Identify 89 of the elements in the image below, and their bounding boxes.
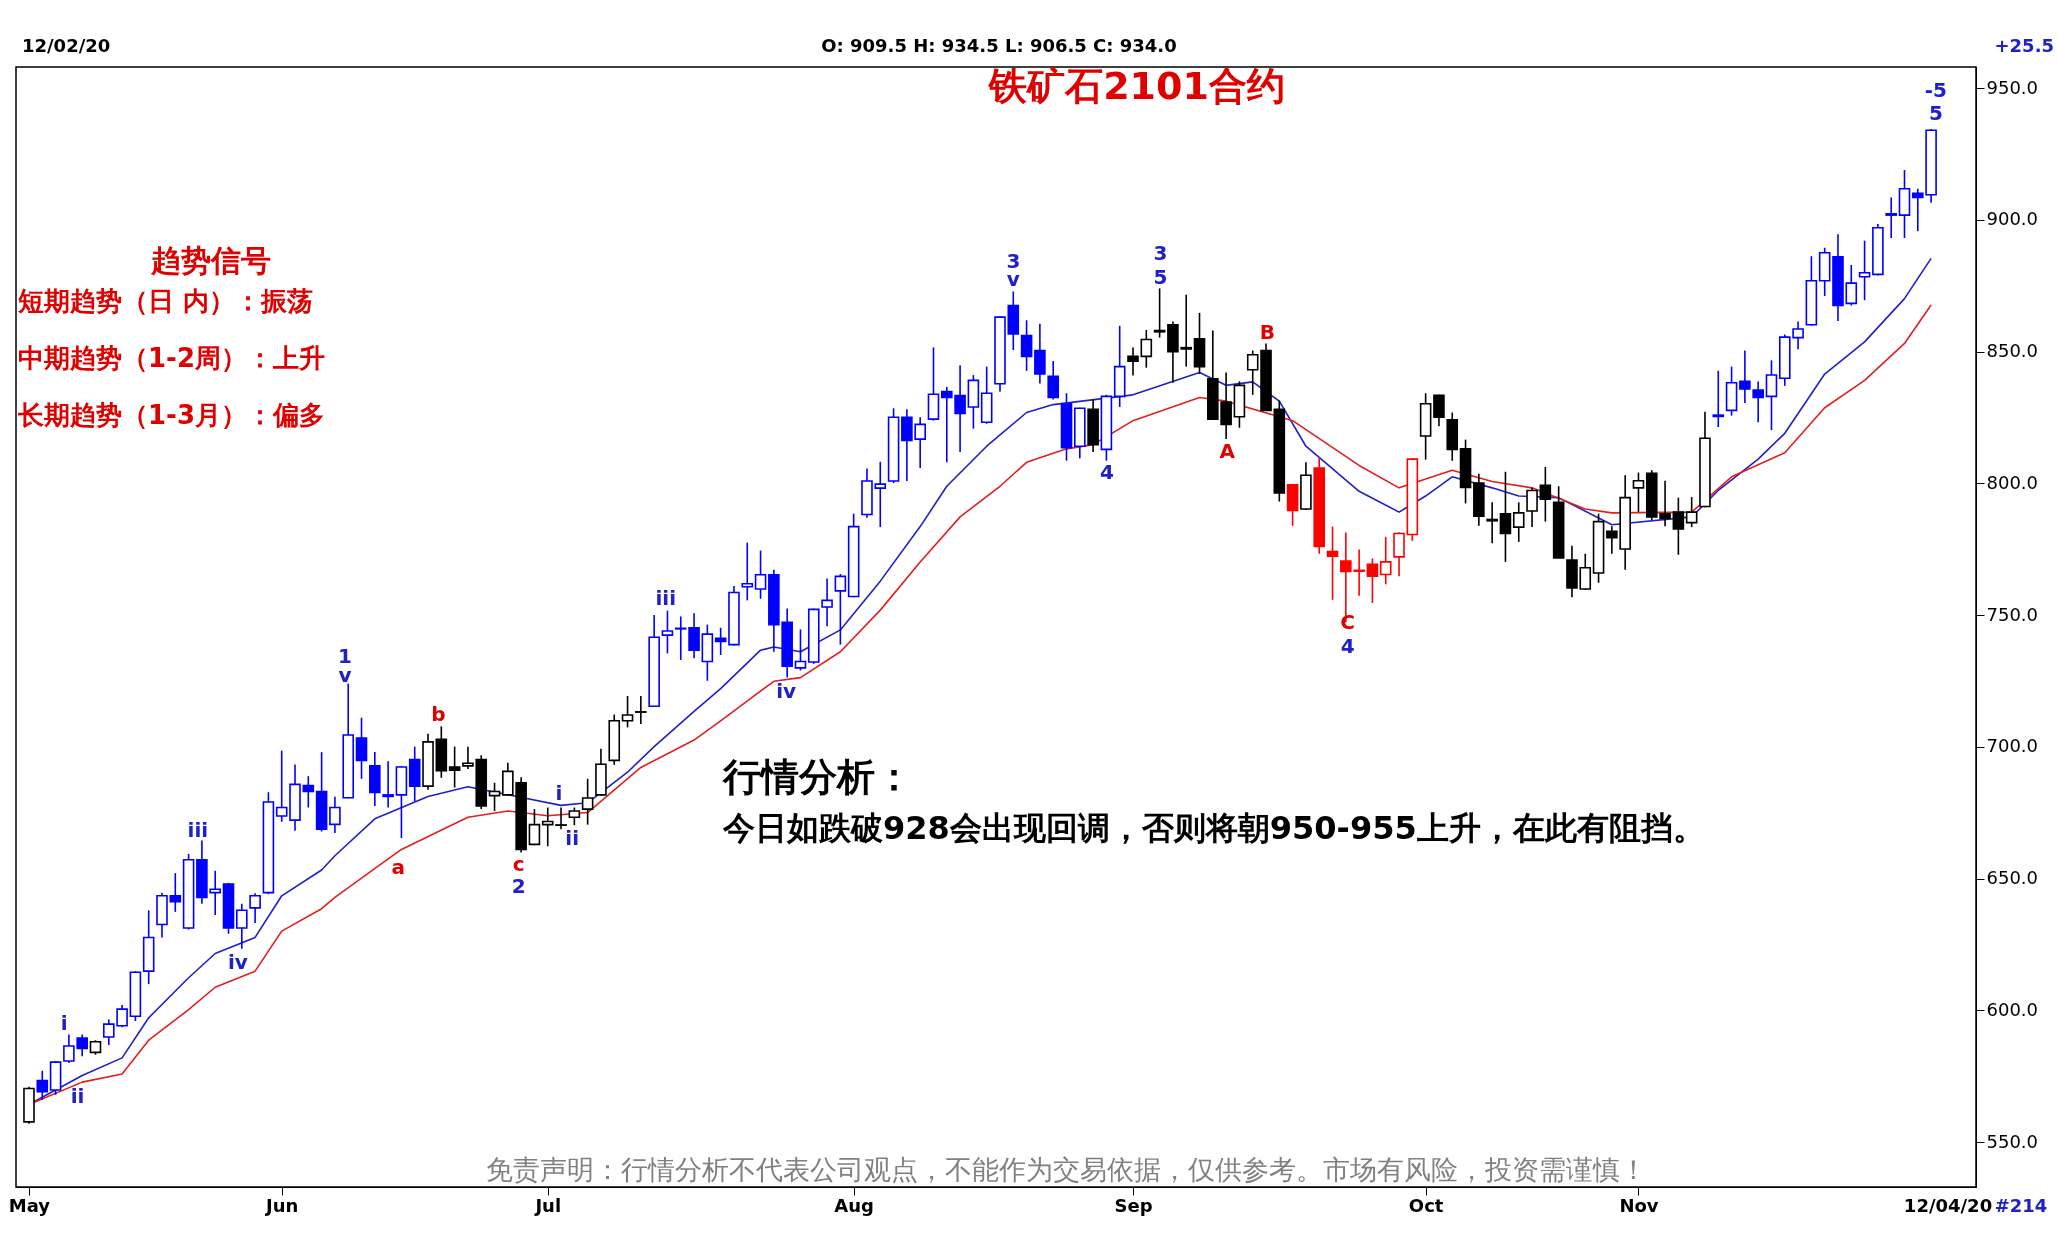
candlestick (635, 695, 647, 725)
annotation: 5 (1153, 264, 1168, 289)
candlestick (1672, 496, 1685, 556)
candlestick (1885, 196, 1897, 239)
candlestick (1153, 287, 1166, 339)
candlestick (382, 760, 394, 809)
candlestick (1020, 319, 1033, 372)
candlestick (36, 1069, 49, 1101)
annotation: 行情分析： (721, 755, 913, 799)
candlestick (1379, 536, 1392, 586)
y-tick-label: 950.0 (1986, 76, 2039, 98)
x-tick-label: Jun (264, 1194, 299, 1216)
candlestick (1539, 466, 1552, 523)
candlestick (1526, 487, 1538, 528)
annotation: 免责声明：行情分析不代表公司观点，不能作为交易依据，仅供参考。市场有风险，投资需谨慎！ (485, 1154, 1647, 1185)
candlestick (741, 541, 754, 602)
y-tick-label: 550.0 (1986, 1130, 2039, 1152)
candlestick (1047, 360, 1059, 401)
candlestick (302, 775, 315, 809)
candlestick (581, 777, 594, 826)
y-tick-label: 650.0 (1986, 867, 2039, 889)
annotation: i (555, 781, 563, 806)
candlestick (834, 573, 847, 646)
annotation: iv (227, 950, 248, 974)
candlestick (661, 609, 674, 655)
candlestick (1486, 501, 1498, 544)
annotation: ii (565, 826, 580, 851)
candlestick (1632, 471, 1645, 513)
text: +25.5 (1994, 35, 2054, 56)
candlestick (754, 549, 767, 600)
x-tick-label: Oct (1408, 1194, 1444, 1216)
candlestick (1140, 329, 1153, 369)
candlestick (794, 628, 807, 672)
annotation: 3 (1153, 241, 1168, 266)
text: O: 909.5 H: 934.5 L: 906.5 C: 934.0 (821, 35, 1177, 56)
annotation: iii (187, 818, 209, 843)
candlestick (1512, 501, 1525, 543)
chart-title: 铁矿石2101合约 (987, 64, 1285, 108)
y-tick-label: 800.0 (1986, 471, 2039, 493)
candlestick (1433, 394, 1445, 427)
annotation: 4 (1340, 633, 1355, 658)
text: #214 (1994, 1195, 2048, 1216)
candlestick (1034, 322, 1046, 385)
candlestick (448, 745, 461, 789)
annotation: i (60, 1010, 68, 1035)
candlestick (821, 577, 833, 628)
y-tick-label: 700.0 (1986, 735, 2039, 757)
annotation: 中期趋势（1-2周）：上升 (18, 343, 325, 373)
annotation: A (1219, 438, 1236, 463)
annotation: B (1259, 320, 1276, 345)
y-tick-label: 600.0 (1986, 998, 2039, 1020)
annotation: b (431, 702, 446, 727)
annotation: 4 (1100, 459, 1114, 484)
annotation: -5 (1924, 77, 1947, 102)
candlestick (1499, 470, 1512, 563)
x-tick-label: May (8, 1194, 51, 1216)
candlestick (236, 902, 248, 950)
y-tick-label: 900.0 (1986, 208, 2039, 230)
candlestick (1858, 239, 1871, 302)
annotation: a (391, 855, 406, 880)
text: 12/02/20 (22, 35, 111, 56)
x-tick-label: Nov (1619, 1194, 1659, 1216)
annotation: 5 (1928, 101, 1943, 126)
annotation: 趋势信号 (150, 243, 271, 278)
y-tick-label: 750.0 (1986, 603, 2039, 625)
annotation: 长期趋势（1-3月）：偏多 (17, 400, 325, 430)
candlestick (1685, 496, 1698, 528)
x-tick-label: Jul (533, 1194, 562, 1216)
candlestick (249, 892, 261, 924)
annotation: 短期趋势（日 内）：振荡 (17, 286, 314, 316)
annotation: iv (776, 678, 797, 703)
x-tick-label: Sep (1114, 1194, 1153, 1216)
candlestick (329, 795, 341, 834)
candlestick (1366, 557, 1379, 604)
annotation: 今日如跌破928会出现回调，否则将朝950-955上升，在此有阻挡。 (722, 809, 1705, 847)
candlestick (1712, 370, 1725, 428)
candlestick (528, 808, 541, 846)
candlestick (1393, 531, 1405, 577)
text: 12/04/20 (1903, 1195, 1993, 1216)
annotation: C (1340, 610, 1355, 635)
candlestick (355, 716, 368, 780)
candlestick (1765, 359, 1778, 431)
y-tick-label: 850.0 (1986, 340, 2039, 362)
annotation: iii (655, 586, 677, 611)
candlestick (1127, 346, 1139, 377)
annotation: ii (70, 1084, 85, 1109)
candlestick (621, 695, 634, 729)
candlestick (1326, 525, 1339, 601)
x-tick-label: Aug (834, 1194, 874, 1216)
